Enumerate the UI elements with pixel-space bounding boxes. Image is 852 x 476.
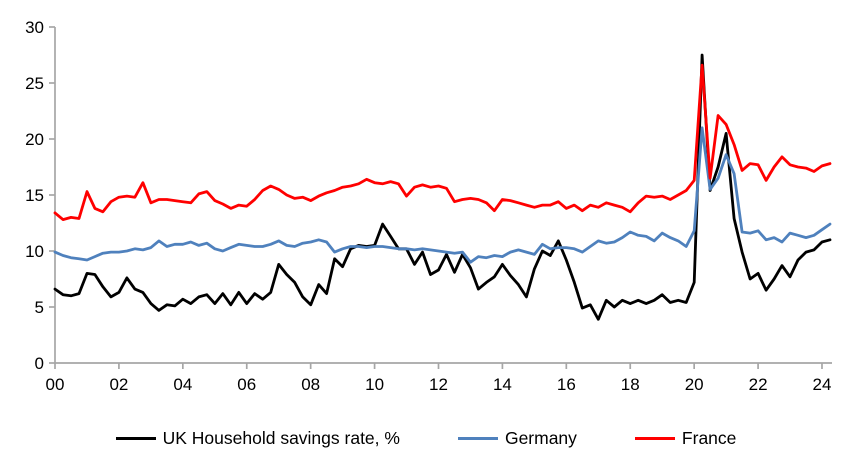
uk-line-swatch — [115, 437, 156, 440]
y-tick-label: 0 — [35, 354, 44, 373]
x-tick-label: 14 — [493, 375, 512, 394]
y-tick-label: 25 — [25, 74, 44, 93]
chart-legend: UK Household savings rate, % Germany Fra… — [0, 428, 852, 449]
x-tick-label: 18 — [621, 375, 640, 394]
x-tick-label: 16 — [557, 375, 576, 394]
legend-item-france: France — [634, 428, 737, 449]
germany-legend-label: Germany — [504, 428, 577, 448]
x-tick-label: 00 — [46, 375, 65, 394]
france-line-swatch — [634, 437, 675, 440]
series-line-germany — [53, 126, 832, 264]
x-tick-label: 02 — [109, 375, 128, 394]
y-tick-label: 15 — [25, 186, 44, 205]
y-tick-label: 10 — [25, 242, 44, 261]
x-tick-label: 24 — [813, 375, 832, 394]
y-tick-label: 5 — [35, 298, 44, 317]
x-tick-label: 10 — [365, 375, 384, 394]
germany-line-swatch — [457, 437, 498, 440]
x-tick-label: 20 — [685, 375, 704, 394]
x-tick-label: 12 — [429, 375, 448, 394]
legend-item-uk: UK Household savings rate, % — [115, 428, 400, 449]
x-tick-label: 04 — [173, 375, 192, 394]
y-tick-label: 20 — [25, 130, 44, 149]
x-tick-label: 08 — [301, 375, 320, 394]
france-legend-label: France — [681, 428, 737, 448]
x-tick-label: 06 — [237, 375, 256, 394]
y-tick-label: 30 — [25, 18, 44, 37]
series-line-france — [53, 63, 832, 222]
savings-chart-svg: 0 5 10 15 20 25 30 00 02 04 06 08 10 12 14 16 18 20 22 24 — [25, 18, 832, 394]
legend-item-germany: Germany — [457, 428, 577, 449]
uk-legend-label: UK Household savings rate, % — [162, 428, 400, 448]
x-tick-label: 22 — [749, 375, 768, 394]
